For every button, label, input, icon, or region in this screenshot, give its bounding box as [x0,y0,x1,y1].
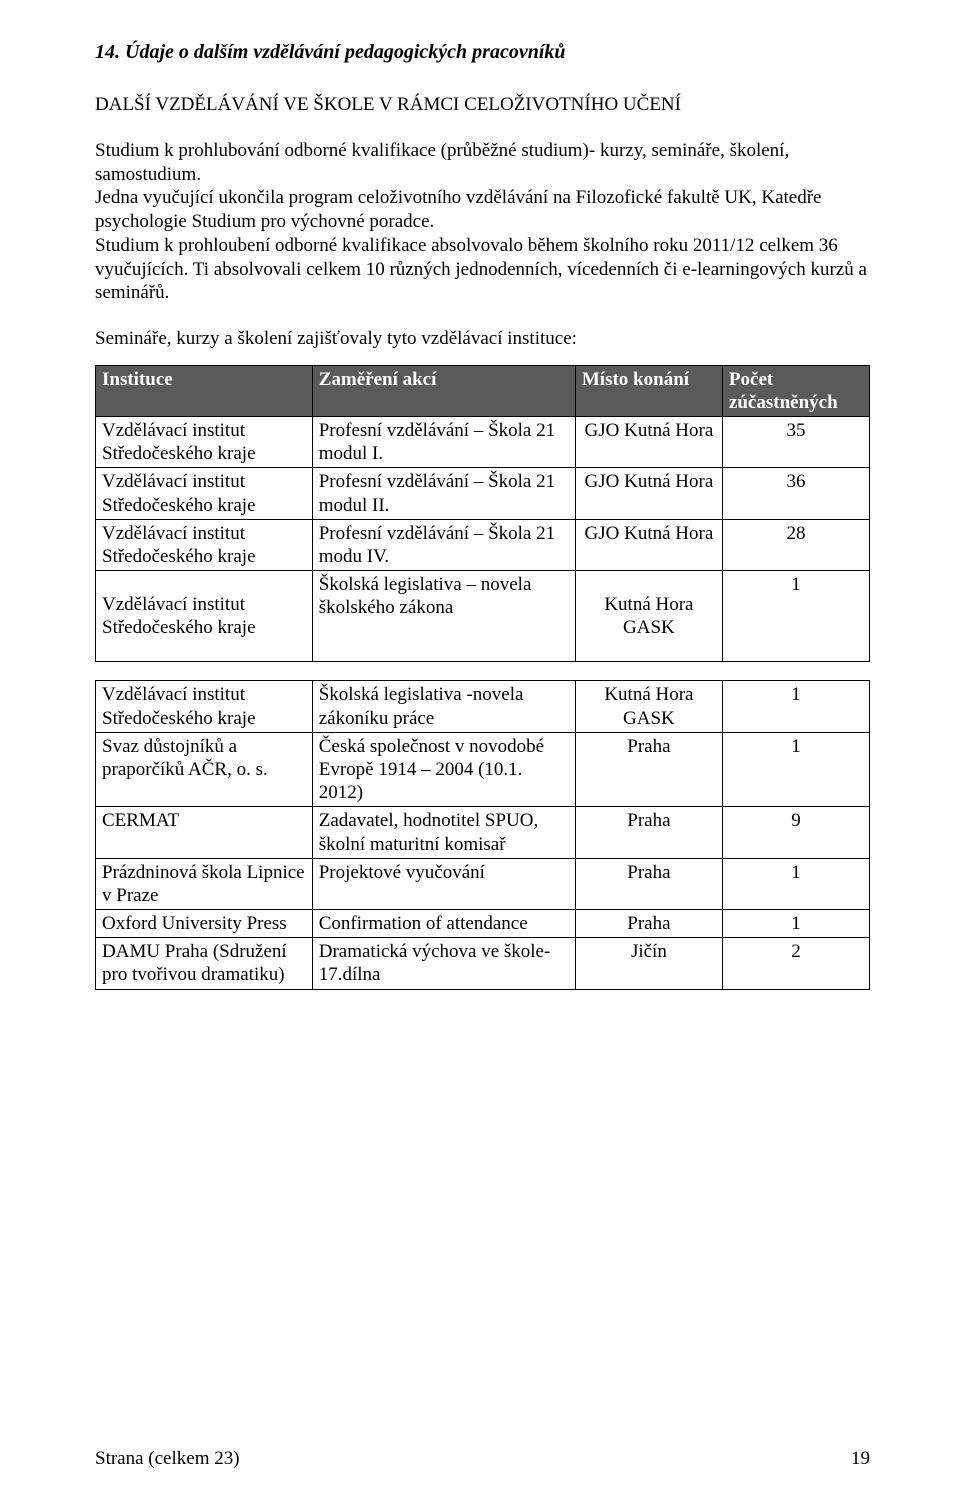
footer-left: Strana (celkem 23) [95,1447,240,1471]
cell-misto: Praha [575,858,722,909]
header-pocet: Počet zúčastněných [722,365,869,416]
footer-pagenum: 19 [851,1447,870,1471]
cell-instituce: Svaz důstojníků a praporčíků AČR, o. s. [96,732,313,807]
table-row: CERMATZadavatel, hodnotitel SPUO, školní… [96,807,870,858]
table-body-2: Vzdělávací institut Středočeského krajeŠ… [96,681,870,989]
cell-zamereni: Profesní vzdělávání – Škola 21 modul II. [312,468,575,519]
cell-zamereni: Školská legislativa -novela zákoníku prá… [312,681,575,732]
table-row: Prázdninová škola Lipnice v PrazeProjekt… [96,858,870,909]
cell-misto: Kutná Hora GASK [575,681,722,732]
header-zamereni: Zaměření akcí [312,365,575,416]
cell-zamereni: Zadavatel, hodnotitel SPUO, školní matur… [312,807,575,858]
paragraph: Studium k prohlubování odborné kvalifika… [95,139,870,187]
table-row: Vzdělávací institut Středočeského krajeŠ… [96,681,870,732]
section-heading: 14. Údaje o dalším vzdělávání pedagogick… [95,40,870,65]
cell-misto: GJO Kutná Hora [575,417,722,468]
table-row: Vzdělávací institut Středočeského krajeP… [96,417,870,468]
cell-instituce: DAMU Praha (Sdružení pro tvořivou dramat… [96,938,313,989]
table-row: Svaz důstojníků a praporčíků AČR, o. s.Č… [96,732,870,807]
cell-misto: Praha [575,910,722,938]
cell-zamereni: Confirmation of attendance [312,910,575,938]
cell-zamereni: Školská legislativa – novela školského z… [312,571,575,662]
cell-pocet: 1 [722,571,869,662]
table-lead-text: Semináře, kurzy a školení zajišťovaly ty… [95,327,870,351]
document-page: 14. Údaje o dalším vzdělávání pedagogick… [0,0,960,1511]
cell-zamereni: Profesní vzdělávání – Škola 21 modul I. [312,417,575,468]
training-table-part2: Vzdělávací institut Středočeského krajeŠ… [95,680,870,989]
cell-pocet: 1 [722,732,869,807]
cell-misto: Kutná Hora GASK [575,571,722,662]
paragraph: Jedna vyučující ukončila program celoživ… [95,186,870,234]
cell-instituce: Vzdělávací institut Středočeského kraje [96,571,313,662]
table-row: Oxford University PressConfirmation of a… [96,910,870,938]
cell-misto: Praha [575,732,722,807]
cell-pocet: 1 [722,858,869,909]
cell-zamereni: Profesní vzdělávání – Škola 21 modu IV. [312,519,575,570]
cell-instituce: Vzdělávací institut Středočeského kraje [96,417,313,468]
cell-pocet: 2 [722,938,869,989]
table-row: DAMU Praha (Sdružení pro tvořivou dramat… [96,938,870,989]
cell-misto: GJO Kutná Hora [575,519,722,570]
cell-instituce: Vzdělávací institut Středočeského kraje [96,468,313,519]
cell-pocet: 35 [722,417,869,468]
table-row: Vzdělávací institut Středočeského krajeŠ… [96,571,870,662]
table-header-row: Instituce Zaměření akcí Místo konání Poč… [96,365,870,416]
cell-pocet: 28 [722,519,869,570]
training-table-part1: Instituce Zaměření akcí Místo konání Poč… [95,365,870,663]
cell-pocet: 36 [722,468,869,519]
page-footer: Strana (celkem 23) 19 [95,1447,870,1471]
section-subheading: DALŠÍ VZDĚLÁVÁNÍ VE ŠKOLE V RÁMCI CELOŽI… [95,93,870,117]
header-instituce: Instituce [96,365,313,416]
cell-pocet: 1 [722,681,869,732]
cell-misto: Praha [575,807,722,858]
cell-zamereni: Dramatická výchova ve škole-17.dílna [312,938,575,989]
table-row: Vzdělávací institut Středočeského krajeP… [96,468,870,519]
cell-misto: GJO Kutná Hora [575,468,722,519]
cell-pocet: 9 [722,807,869,858]
table-row: Vzdělávací institut Středočeského krajeP… [96,519,870,570]
header-misto: Místo konání [575,365,722,416]
cell-instituce: Prázdninová škola Lipnice v Praze [96,858,313,909]
cell-pocet: 1 [722,910,869,938]
cell-zamereni: Česká společnost v novodobé Evropě 1914 … [312,732,575,807]
cell-instituce: Oxford University Press [96,910,313,938]
cell-instituce: Vzdělávací institut Středočeského kraje [96,519,313,570]
cell-misto: Jičín [575,938,722,989]
table-body-1: Vzdělávací institut Středočeského krajeP… [96,417,870,662]
cell-instituce: CERMAT [96,807,313,858]
paragraph: Studium k prohloubení odborné kvalifikac… [95,234,870,305]
cell-zamereni: Projektové vyučování [312,858,575,909]
cell-instituce: Vzdělávací institut Středočeského kraje [96,681,313,732]
